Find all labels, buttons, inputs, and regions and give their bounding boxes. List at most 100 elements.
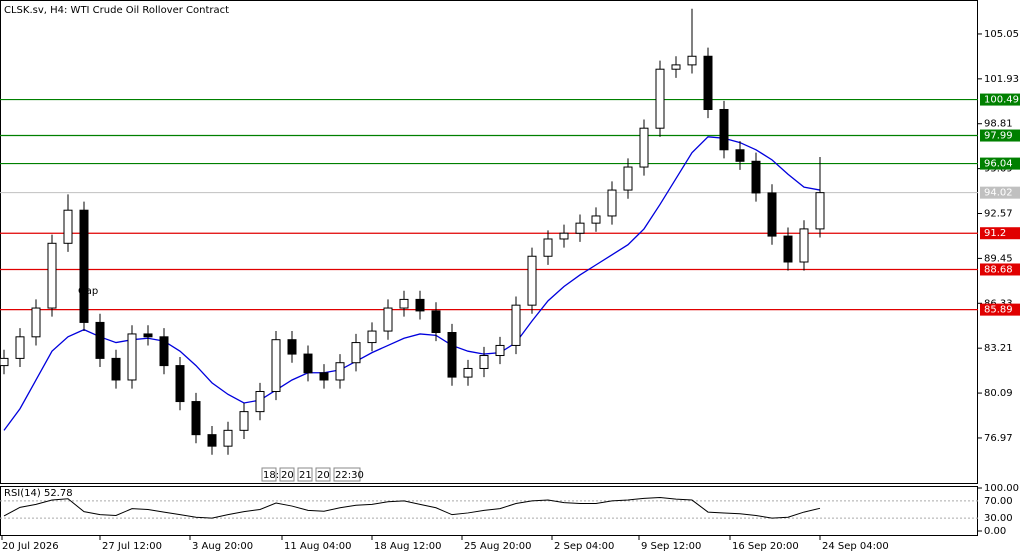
candle-body [15, 336, 25, 359]
candle-body [127, 333, 137, 381]
time-marker: 18: [263, 470, 279, 481]
y-tick-label: 98.81 [984, 119, 1013, 130]
candle-body [463, 367, 473, 378]
candle-body [431, 310, 441, 333]
y-tick-label: 92.57 [984, 209, 1013, 220]
candle-body [143, 333, 153, 338]
plot-border [0, 0, 978, 484]
time-marker-box [261, 467, 277, 482]
candle-body [367, 330, 377, 344]
time-marker-box [279, 467, 295, 482]
y-tick-label: 89.45 [984, 253, 1013, 264]
candle-body [799, 228, 809, 263]
candle-body [559, 232, 569, 240]
level-label: 96.04 [984, 159, 1013, 170]
candle-body [383, 307, 393, 332]
level-label-box [980, 129, 1020, 142]
candle-body [223, 429, 233, 447]
rsi-border [0, 486, 978, 536]
level-label-box [980, 93, 1020, 106]
candle-body [287, 339, 297, 355]
candle-body [111, 357, 121, 381]
candle-body [31, 307, 41, 338]
rsi-line [3, 496, 821, 519]
rsi-tick-label: 100.00 [984, 483, 1019, 494]
x-tick-label: 18 Aug 12:00 [374, 541, 441, 552]
candle-body [335, 362, 345, 381]
time-marker: 20 [317, 470, 330, 481]
candle-body [399, 298, 409, 309]
candle-body [655, 68, 665, 129]
candle-body [719, 108, 729, 151]
candle-body [575, 222, 585, 234]
candle-body [623, 166, 633, 191]
level-label: 88.68 [984, 264, 1013, 275]
x-tick-label: 3 Aug 20:00 [192, 541, 253, 552]
level-label-box [980, 227, 1020, 240]
price-label-box [980, 186, 1020, 199]
candle-body [479, 355, 489, 369]
candle-body [447, 331, 457, 378]
candle-body [703, 55, 713, 110]
candle-body [591, 215, 601, 224]
candle-body [783, 235, 793, 263]
candle-body [527, 255, 537, 306]
candle-body [207, 434, 217, 447]
candle-body [303, 353, 313, 374]
chart-title: CLSK.sv, H4: WTI Crude Oil Rollover Cont… [4, 5, 229, 16]
candle-body [815, 192, 825, 230]
x-tick-label: 9 Sep 12:00 [641, 541, 701, 552]
time-marker-box [297, 467, 313, 482]
rsi-tick-label: 30.00 [984, 513, 1013, 524]
candle-body [543, 238, 553, 257]
x-tick-label: 24 Sep 04:00 [822, 541, 889, 552]
x-tick-label: 11 Aug 04:00 [284, 541, 351, 552]
candle-body [671, 64, 681, 70]
x-tick-label: 20 Jul 2026 [2, 541, 59, 552]
candle-body [159, 336, 169, 367]
candle-body [191, 401, 201, 436]
time-marker: 21 [299, 470, 312, 481]
candle-body [175, 365, 185, 403]
candle-body [255, 390, 265, 413]
candle-body [751, 160, 761, 194]
candle-body [767, 192, 777, 237]
y-tick-label: 83.21 [984, 343, 1013, 354]
candle-body [47, 242, 57, 309]
candle-body [495, 344, 505, 357]
time-marker-box [315, 467, 331, 482]
rsi-label: RSI(14) 52.78 [4, 488, 73, 499]
candle-body [415, 298, 425, 312]
x-tick-label: 2 Sep 04:00 [554, 541, 614, 552]
rsi-tick-label: 70.00 [984, 496, 1013, 507]
moving-average [3, 136, 821, 431]
level-label-box [980, 303, 1020, 316]
candle-body [63, 209, 73, 244]
y-tick-label: 101.93 [984, 74, 1019, 85]
x-tick-label: 16 Sep 20:00 [732, 541, 799, 552]
level-label-box [980, 263, 1020, 276]
rsi-tick-label: 0.00 [984, 526, 1006, 537]
time-marker-box [333, 467, 361, 482]
level-label: 97.99 [984, 131, 1013, 142]
candle-body [511, 304, 521, 346]
candle-body [607, 189, 617, 217]
candle-body [351, 342, 361, 364]
candle-body [95, 321, 105, 359]
x-tick-label: 27 Jul 12:00 [102, 541, 162, 552]
y-tick-label: 80.09 [984, 388, 1013, 399]
candle-body [687, 55, 697, 66]
level-label: 100.49 [984, 95, 1019, 106]
y-tick-label: 105.05 [984, 29, 1019, 40]
y-tick-label: 76.97 [984, 433, 1013, 444]
candle-body [239, 411, 249, 431]
candle-body [735, 149, 745, 162]
candle-body [319, 372, 329, 381]
candle-body [0, 357, 9, 367]
current-price-label: 94.02 [984, 188, 1013, 199]
candle-body [639, 127, 649, 168]
level-label: 85.89 [984, 305, 1013, 316]
level-label: 91.2 [984, 228, 1006, 239]
level-label-box [980, 157, 1020, 170]
